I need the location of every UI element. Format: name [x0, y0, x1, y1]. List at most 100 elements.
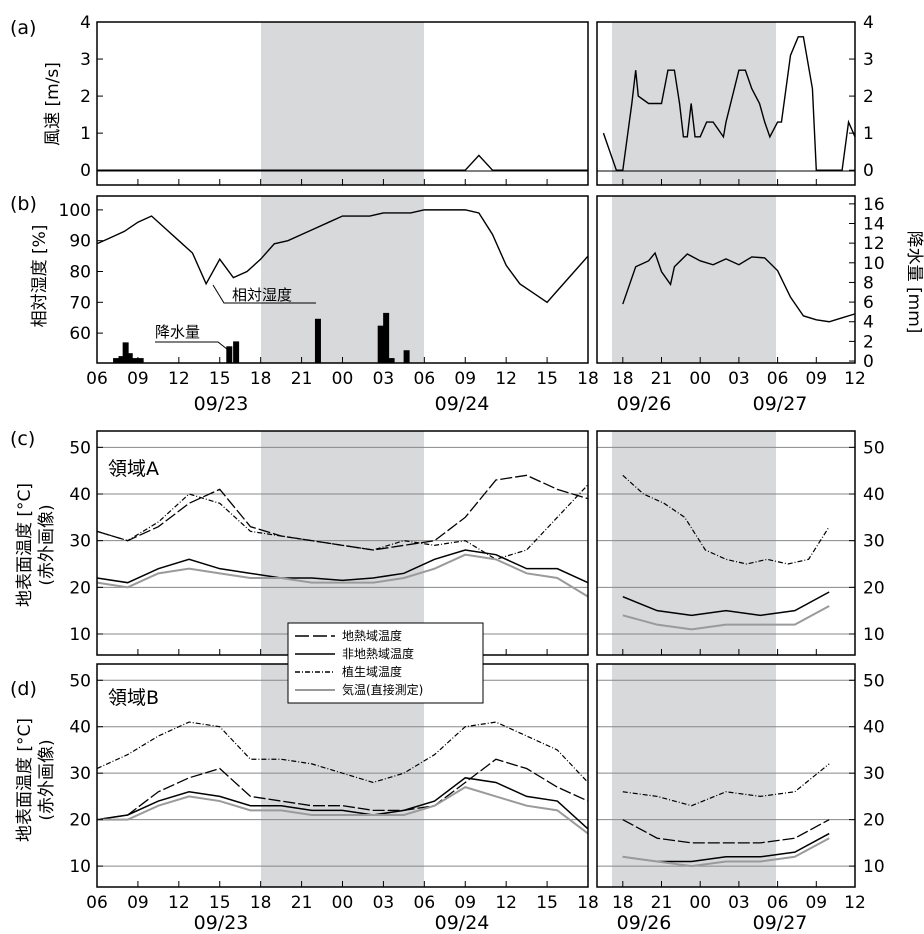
x-tick-label-b-left-0: 06 — [86, 369, 108, 389]
date-label-0923-top: 09/23 — [194, 393, 249, 415]
data-lines — [96, 36, 856, 868]
y-tick-label-right-b-5: 10 — [863, 254, 885, 274]
panel-label-c: (c) — [10, 428, 35, 450]
annotation-humidity: 相対湿度 — [232, 286, 292, 304]
humidity-line-left — [96, 209, 589, 304]
panel-label-b: (b) — [10, 193, 37, 215]
date-label-0924-top: 09/24 — [435, 393, 490, 415]
c-series-3-left — [96, 553, 589, 598]
x-tick-label-d-left-6: 00 — [332, 893, 354, 913]
c-series-3-right — [622, 605, 830, 631]
x-tick-label-d-left-4: 18 — [250, 893, 272, 913]
d-series-2-right — [622, 763, 830, 807]
x-tick-label-d-left-7: 03 — [373, 893, 395, 913]
shade-a-left — [261, 22, 424, 185]
legend-label-non-geothermal: 非地熱域温度 — [342, 646, 414, 661]
shade-b-left — [261, 196, 424, 363]
y-tick-label-b-0: 60 — [69, 324, 91, 344]
y-tick-label-b-4: 100 — [59, 201, 91, 221]
x-tick-label-b-left-7: 03 — [373, 369, 395, 389]
y-tick-label-a-3: 3 — [80, 50, 91, 70]
x-tick-label-b-right-5: 09 — [805, 369, 827, 389]
y-tick-label-d-0: 10 — [69, 857, 91, 877]
region-label-b: 領域B — [108, 687, 159, 709]
y-tick-label-right-b-1: 2 — [863, 332, 874, 352]
x-tick-label-d-left-1: 09 — [127, 893, 149, 913]
wind-speed-line-left — [97, 154, 588, 171]
y-label-b-right: 降水量 [mm] — [904, 231, 924, 334]
x-tick-label-d-right-1: 21 — [651, 893, 673, 913]
legend-label-air-temp: 気温(直接測定) — [342, 682, 423, 697]
y-tick-label-right-d-3: 40 — [863, 718, 885, 738]
y-tick-label-right-a-0: 0 — [863, 161, 874, 181]
x-tick-label-d-left-2: 12 — [168, 893, 190, 913]
y-tick-label-c-0: 10 — [69, 625, 91, 645]
x-tick-label-d-left-10: 12 — [495, 893, 517, 913]
x-tick-label-d-left-5: 21 — [291, 893, 313, 913]
date-label-0923-bottom: 09/23 — [194, 912, 249, 934]
precip-bar-8 — [314, 318, 321, 363]
y-tick-label-b-2: 80 — [69, 262, 91, 282]
x-tick-label-b-left-6: 00 — [332, 369, 354, 389]
x-tick-label-d-left-9: 09 — [454, 893, 476, 913]
precip-bar-3 — [126, 353, 133, 363]
y-tick-label-right-b-0: 0 — [863, 352, 874, 372]
y-tick-label-b-1: 70 — [69, 293, 91, 313]
date-label-0926-bottom: 09/26 — [617, 912, 672, 934]
precip-bar-6 — [226, 346, 233, 363]
region-label-a: 領域A — [108, 458, 159, 480]
y-tick-label-a-2: 2 — [80, 87, 91, 107]
x-tick-label-d-left-3: 15 — [209, 893, 231, 913]
x-tick-label-d-right-4: 06 — [767, 893, 789, 913]
annotation-precip: 降水量 — [155, 323, 200, 341]
y-tick-label-right-a-2: 2 — [863, 87, 874, 107]
date-label-0924-bottom: 09/24 — [435, 912, 490, 934]
y-tick-label-right-c-0: 10 — [863, 625, 885, 645]
y-tick-label-right-d-0: 10 — [863, 857, 885, 877]
y-tick-label-a-4: 4 — [80, 13, 91, 33]
panel-label-d: (d) — [10, 678, 37, 700]
y-label-b: 相対湿度 [%] — [30, 225, 50, 328]
x-tick-label-b-left-3: 15 — [209, 369, 231, 389]
shade-c-right — [612, 431, 776, 655]
x-tick-label-b-right-3: 03 — [728, 369, 750, 389]
x-tick-label-d-right-3: 03 — [728, 893, 750, 913]
y-tick-label-right-c-2: 30 — [863, 532, 885, 552]
precip-bar-11 — [388, 358, 395, 363]
precip-bar-2 — [122, 342, 129, 363]
x-tick-label-d-right-5: 09 — [805, 893, 827, 913]
y-tick-label-d-1: 20 — [69, 811, 91, 831]
precip-bar-9 — [377, 325, 384, 363]
x-tick-label-d-left-8: 06 — [414, 893, 436, 913]
y-tick-label-right-d-4: 50 — [863, 671, 885, 691]
x-tick-label-d-left-12: 18 — [577, 893, 599, 913]
y-tick-label-right-b-6: 12 — [863, 234, 885, 254]
x-tick-label-d-right-6: 12 — [844, 893, 866, 913]
d-series-3-right — [622, 837, 830, 868]
y-tick-label-right-d-1: 20 — [863, 811, 885, 831]
y-tick-label-right-b-3: 6 — [863, 293, 874, 313]
legend-label-vegetation: 植生域温度 — [342, 664, 402, 679]
x-tick-label-d-left-0: 06 — [86, 893, 108, 913]
y-tick-label-a-0: 0 — [80, 161, 91, 181]
x-tick-label-b-left-8: 06 — [414, 369, 436, 389]
d-series-0-left — [96, 758, 589, 821]
wind-speed-line-right — [602, 36, 856, 171]
y-label-c: 地表面温度 [°C] — [15, 483, 35, 607]
x-tick-label-b-right-1: 21 — [651, 369, 673, 389]
date-label-0927-bottom: 09/27 — [753, 912, 808, 934]
x-tick-label-b-left-1: 09 — [127, 369, 149, 389]
d-series-2-left — [96, 721, 589, 784]
y-label-a: 風速 [m/s] — [43, 62, 63, 146]
x-tick-label-b-right-6: 12 — [844, 369, 866, 389]
y-tick-label-right-a-3: 3 — [863, 50, 874, 70]
y-tick-label-right-c-4: 50 — [863, 438, 885, 458]
y-tick-label-right-b-2: 4 — [863, 313, 874, 333]
shade-d-right — [612, 664, 776, 887]
y-label-d-2: (赤外画像) — [37, 739, 57, 820]
y-tick-label-c-1: 20 — [69, 578, 91, 598]
d-series-3-left — [97, 786, 589, 835]
precip-bar-7 — [233, 341, 240, 363]
y-tick-label-right-c-1: 20 — [863, 578, 885, 598]
